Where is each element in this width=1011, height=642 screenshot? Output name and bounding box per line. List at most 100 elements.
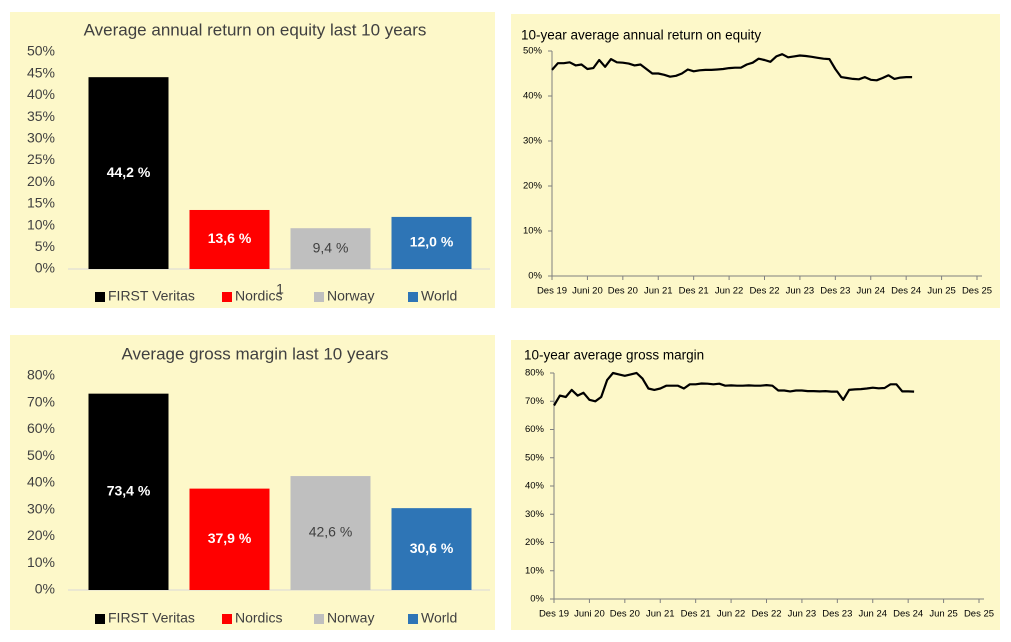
bar (189, 209, 270, 269)
panel (511, 340, 1000, 630)
y-tick-label: 10% (523, 226, 543, 237)
y-tick-label: 0% (530, 594, 544, 605)
y-tick-label: 10% (27, 216, 55, 232)
y-tick-label: 20% (27, 173, 55, 189)
y-tick-label: 5% (35, 238, 55, 254)
y-tick-label: 0% (35, 260, 55, 276)
y-tick-label: 50% (523, 46, 543, 57)
legend-label: FIRST Veritas (108, 288, 195, 304)
x-tick-label: Jun 22 (715, 286, 744, 297)
legend-label: Nordics (235, 288, 282, 304)
legend-label: Norway (327, 288, 374, 304)
x-tick-label: Des 25 (964, 609, 994, 620)
x-tick-label: Jun 21 (646, 609, 675, 620)
y-tick-label: 35% (27, 108, 55, 124)
y-tick-label: 40% (27, 86, 55, 102)
y-tick-label: 80% (525, 368, 545, 379)
x-tick-label: Jun 22 (717, 609, 746, 620)
y-tick-label: 20% (27, 527, 55, 543)
x-tick-label: Des 21 (679, 286, 709, 297)
y-tick-label: 30% (523, 136, 543, 147)
x-tick-label: Des 22 (751, 609, 781, 620)
x-tick-label: Juni 20 (572, 286, 603, 297)
x-tick-label: Des 19 (537, 286, 567, 297)
value-label: 13,6 % (208, 230, 252, 246)
y-tick-label: 10% (525, 565, 545, 576)
x-tick-label: Des 22 (749, 286, 779, 297)
data-line (553, 371, 915, 407)
y-tick-label: 15% (27, 195, 55, 211)
x-tick-label: Jun 25 (927, 286, 956, 297)
y-tick-label: 45% (27, 64, 55, 80)
annotation: 1 (276, 281, 284, 297)
y-tick-label: 40% (27, 474, 55, 490)
x-tick-label: Jun 23 (786, 286, 815, 297)
y-tick-label: 40% (523, 91, 543, 102)
value-label: 9,4 % (313, 239, 349, 255)
chart-title: 10-year average annual return on equity (521, 28, 761, 43)
bar (290, 228, 371, 269)
x-tick-label: Juni 20 (574, 609, 605, 620)
x-tick-label: Des 23 (822, 609, 852, 620)
y-tick-label: 30% (525, 509, 545, 520)
y-tick-label: 20% (525, 537, 545, 548)
y-tick-label: 70% (27, 393, 55, 409)
legend-swatch (222, 292, 232, 302)
legend-label: World (421, 288, 457, 304)
y-tick-label: 60% (27, 420, 55, 436)
x-tick-label: Jun 25 (929, 609, 958, 620)
legend-swatch (408, 614, 418, 624)
y-tick-label: 50% (525, 452, 545, 463)
y-tick-label: 70% (525, 396, 545, 407)
x-tick-label: Des 25 (962, 286, 992, 297)
x-tick-label: Des 21 (681, 609, 711, 620)
panel (511, 14, 1000, 308)
value-label: 12,0 % (410, 234, 454, 250)
value-label: 73,4 % (107, 483, 151, 499)
legend-label: Nordics (235, 610, 282, 626)
value-label: 30,6 % (410, 540, 454, 556)
y-tick-label: 25% (27, 151, 55, 167)
y-tick-label: 50% (27, 43, 55, 59)
x-tick-label: Jun 24 (858, 609, 887, 620)
x-tick-label: Jun 21 (644, 286, 673, 297)
legend-label: Norway (327, 610, 374, 626)
x-tick-label: Des 20 (608, 286, 638, 297)
legend-swatch (314, 614, 324, 624)
bar (88, 393, 169, 590)
y-tick-label: 50% (27, 447, 55, 463)
bar (189, 488, 270, 590)
x-tick-label: Jun 24 (856, 286, 885, 297)
bar (391, 508, 472, 590)
x-tick-label: Des 24 (893, 609, 923, 620)
value-label: 37,9 % (208, 530, 252, 546)
y-tick-label: 40% (525, 481, 545, 492)
x-tick-label: Des 24 (891, 286, 921, 297)
bar (88, 77, 169, 269)
y-tick-label: 20% (523, 181, 543, 192)
y-tick-label: 30% (27, 130, 55, 146)
chart-title: 10-year average gross margin (524, 348, 704, 363)
x-tick-label: Des 23 (820, 286, 850, 297)
y-tick-label: 10% (27, 554, 55, 570)
chart-title: Average gross margin last 10 years (121, 344, 388, 363)
y-tick-label: 30% (27, 500, 55, 516)
bar (391, 216, 472, 269)
chart-title: Average annual return on equity last 10 … (84, 20, 427, 39)
y-tick-label: 0% (35, 581, 55, 597)
legend-swatch (222, 614, 232, 624)
x-tick-label: Des 19 (539, 609, 569, 620)
value-label: 42,6 % (309, 524, 353, 540)
data-line (551, 53, 913, 82)
x-tick-label: Des 20 (610, 609, 640, 620)
x-tick-label: Jun 23 (788, 609, 817, 620)
legend-swatch (95, 614, 105, 624)
legend-label: World (421, 610, 457, 626)
legend-swatch (314, 292, 324, 302)
y-tick-label: 0% (528, 271, 542, 282)
bar (290, 476, 371, 590)
y-tick-label: 80% (27, 367, 55, 383)
legend-swatch (95, 292, 105, 302)
